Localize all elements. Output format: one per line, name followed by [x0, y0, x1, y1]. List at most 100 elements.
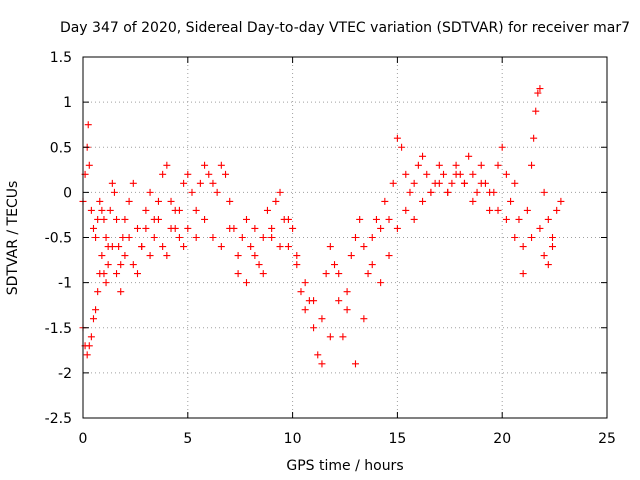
data-point	[385, 215, 393, 223]
data-point	[117, 261, 125, 269]
data-point	[452, 161, 460, 169]
data-point	[536, 224, 544, 232]
data-point	[423, 170, 431, 178]
data-point	[276, 243, 284, 251]
data-point	[251, 252, 259, 260]
data-point	[335, 270, 343, 278]
data-point	[100, 215, 108, 223]
data-point	[106, 206, 114, 214]
data-point	[331, 261, 339, 269]
data-point	[440, 170, 448, 178]
data-point	[247, 243, 255, 251]
y-tick-label: -2	[58, 366, 72, 382]
data-point	[301, 279, 309, 287]
data-point	[498, 143, 506, 151]
data-point	[167, 224, 175, 232]
data-point	[171, 206, 179, 214]
data-series	[79, 85, 565, 368]
data-point	[92, 306, 100, 314]
data-point	[242, 279, 250, 287]
data-point	[268, 234, 276, 241]
data-point	[549, 234, 557, 241]
data-point	[129, 261, 137, 269]
data-point	[129, 179, 137, 187]
data-point	[201, 161, 209, 169]
data-point	[301, 306, 309, 314]
data-point	[448, 179, 456, 187]
data-point	[452, 170, 460, 178]
data-point	[389, 179, 397, 187]
data-point	[125, 234, 133, 241]
data-point	[238, 234, 246, 241]
data-point	[414, 161, 422, 169]
data-point	[544, 261, 552, 269]
data-point	[511, 234, 519, 241]
data-point	[393, 134, 401, 142]
grid	[83, 57, 607, 418]
y-tick-label: -0.5	[45, 231, 72, 247]
data-point	[473, 188, 481, 196]
data-point	[372, 215, 380, 223]
data-point	[360, 243, 368, 251]
data-point	[142, 224, 150, 232]
data-point	[530, 134, 538, 142]
data-point	[259, 270, 267, 278]
y-tick-label: 1	[63, 95, 72, 111]
data-point	[402, 170, 410, 178]
data-point	[469, 197, 477, 205]
data-point	[255, 261, 263, 269]
data-point	[494, 206, 502, 214]
data-point	[167, 197, 175, 205]
data-point	[110, 188, 118, 196]
data-point	[138, 243, 146, 251]
data-point	[87, 333, 95, 341]
data-point	[523, 206, 531, 214]
data-point	[502, 215, 510, 223]
data-point	[159, 170, 167, 178]
data-point	[477, 161, 485, 169]
data-point	[486, 188, 494, 196]
x-tick-label: 10	[284, 431, 302, 447]
data-point	[87, 206, 95, 214]
data-point	[175, 234, 183, 241]
data-point	[377, 224, 385, 232]
data-point	[115, 243, 123, 251]
x-tick-label: 25	[598, 431, 616, 447]
data-point	[142, 206, 150, 214]
data-point	[133, 224, 141, 232]
data-point	[108, 243, 116, 251]
data-point	[322, 270, 330, 278]
data-point	[427, 188, 435, 196]
x-tick-label: 20	[493, 431, 511, 447]
data-point	[205, 170, 213, 178]
data-point	[507, 197, 515, 205]
data-point	[402, 206, 410, 214]
data-point	[314, 351, 322, 359]
data-point	[263, 206, 271, 214]
data-point	[121, 252, 129, 260]
y-tick-label: -2.5	[45, 411, 72, 427]
data-point	[511, 179, 519, 187]
data-point	[133, 270, 141, 278]
data-point	[259, 234, 267, 241]
data-point	[226, 224, 234, 232]
data-point	[536, 85, 544, 93]
data-point	[234, 252, 242, 260]
data-point	[89, 224, 97, 232]
data-point	[406, 188, 414, 196]
chart-title: Day 347 of 2020, Sidereal Day-to-day VTE…	[60, 20, 630, 36]
data-point	[94, 288, 102, 296]
data-point	[477, 179, 485, 187]
y-tick-label: 1.5	[50, 50, 72, 66]
data-point	[98, 252, 106, 260]
data-point	[209, 179, 217, 187]
data-point	[519, 243, 527, 251]
data-point	[94, 215, 102, 223]
data-point	[410, 215, 418, 223]
data-point	[540, 188, 548, 196]
data-point	[125, 197, 133, 205]
data-point	[154, 197, 162, 205]
data-point	[119, 234, 127, 241]
data-point	[188, 188, 196, 196]
data-point	[368, 234, 376, 241]
